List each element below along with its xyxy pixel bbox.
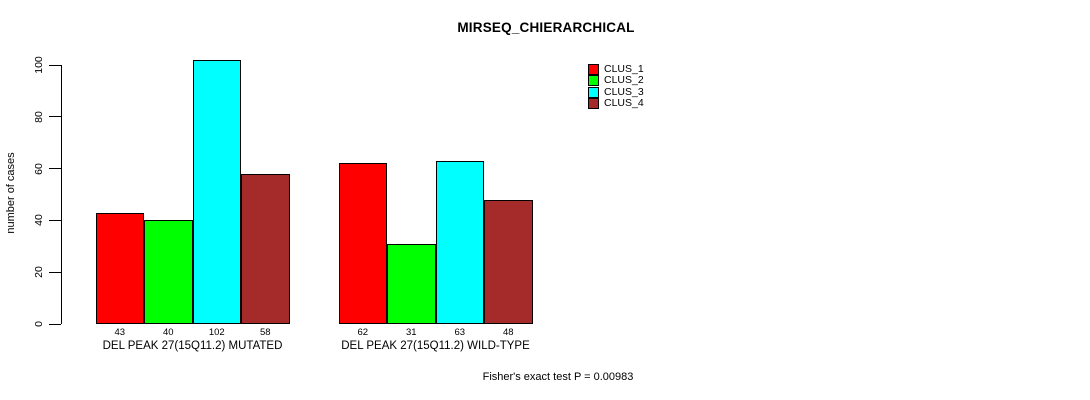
y-tick-label: 60 [32, 162, 45, 175]
bar-value-label: 102 [208, 327, 225, 338]
bar-clus_4-group2 [484, 199, 533, 324]
legend-row-clus_2: CLUS_2 [588, 74, 644, 87]
y-tick-mark [49, 271, 61, 273]
bar-clus_2-group2 [387, 243, 436, 324]
y-tick-label: 20 [32, 266, 45, 279]
bar-value-label: 63 [454, 327, 466, 338]
y-axis-label: number of cases [5, 152, 17, 234]
y-tick-mark [49, 323, 61, 325]
y-tick-mark [49, 116, 61, 118]
y-tick-mark [49, 64, 61, 66]
bar-clus_1-group1 [95, 212, 144, 324]
legend-row-clus_4: CLUS_4 [588, 97, 644, 110]
bar-clus_4-group1 [241, 173, 290, 324]
y-axis-line [61, 65, 62, 324]
legend-swatch-icon [588, 86, 599, 98]
bar-value-label: 48 [502, 327, 514, 338]
bar-value-label: 43 [114, 327, 126, 338]
legend-label: CLUS_1 [604, 63, 644, 76]
y-tick-mark [49, 219, 61, 221]
y-tick-label: 80 [32, 110, 45, 123]
y-tick-label: 0 [32, 321, 45, 327]
bar-value-label: 31 [405, 327, 417, 338]
y-tick-label: 100 [32, 56, 45, 74]
legend-label: CLUS_2 [604, 74, 644, 87]
annotation-text: Fisher's exact test P = 0.00983 [482, 371, 634, 383]
legend-row-clus_3: CLUS_3 [588, 85, 644, 98]
bar-clus_1-group2 [338, 163, 387, 324]
y-tick-label: 40 [32, 214, 45, 227]
chart-title: MIRSEQ_CHIERARCHICAL [457, 20, 635, 35]
legend-swatch-icon [588, 75, 599, 87]
legend: CLUS_1 CLUS_2 CLUS_3 CLUS_4 [588, 63, 644, 110]
legend-label: CLUS_3 [604, 85, 644, 98]
y-tick-mark [49, 168, 61, 170]
group-label: DEL PEAK 27(15Q11.2) MUTATED [102, 340, 283, 352]
bar-value-label: 62 [357, 327, 369, 338]
bar-value-label: 40 [162, 327, 174, 338]
bar-clus_3-group1 [192, 59, 241, 324]
legend-row-clus_1: CLUS_1 [588, 63, 644, 76]
bar-value-label: 58 [259, 327, 271, 338]
legend-swatch-icon [588, 64, 599, 76]
legend-label: CLUS_4 [604, 97, 644, 110]
legend-swatch-icon [588, 98, 599, 110]
group-label: DEL PEAK 27(15Q11.2) WILD-TYPE [341, 340, 530, 352]
bar-clus_3-group2 [435, 160, 484, 324]
bar-clus_2-group1 [144, 220, 193, 324]
